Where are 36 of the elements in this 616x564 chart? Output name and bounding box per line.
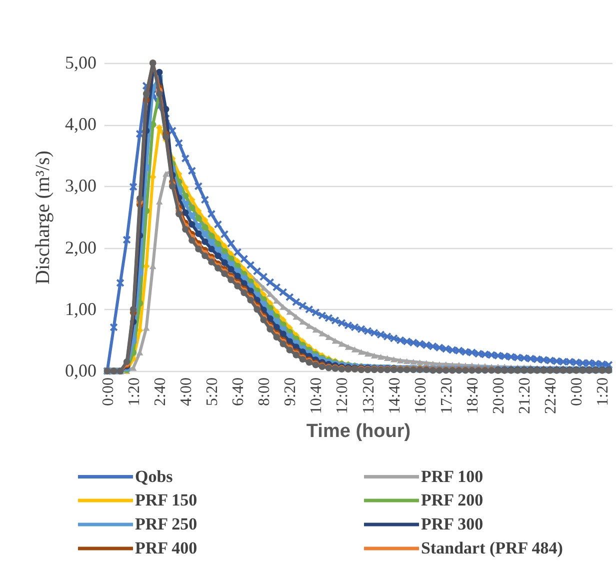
x-tick-label: 18:40 — [464, 378, 482, 414]
x-tick-label: 2:40 — [152, 378, 169, 406]
y-tick-label: 0,00 — [65, 360, 96, 380]
y-axis-title: Discharge (m³/s) — [32, 150, 54, 284]
y-tick-label: 5,00 — [65, 52, 96, 72]
x-tick-label: 0:00 — [568, 378, 586, 406]
legend-label: PRF 100 — [421, 466, 484, 486]
x-tick-label: 21:20 — [516, 378, 534, 414]
x-tick-label: 14:40 — [386, 378, 404, 414]
x-axis-title: Time (hour) — [306, 420, 411, 442]
y-tick-label: 1,00 — [65, 298, 96, 319]
legend-label: PRF 200 — [421, 490, 484, 510]
y-tick-label: 3,00 — [65, 176, 96, 196]
legend-label: Standart (PRF 484) — [421, 538, 563, 558]
x-tick-label: 4:00 — [178, 378, 195, 406]
x-tick-label: 17:20 — [438, 378, 456, 414]
legend-label: PRF 400 — [135, 538, 198, 558]
x-tick-label: 9:20 — [282, 378, 300, 406]
x-tick-label: 1:20 — [126, 378, 143, 406]
x-tick-label: 12:00 — [334, 378, 352, 414]
x-tick-label: 16:00 — [412, 378, 430, 414]
x-tick-label: 5:20 — [204, 378, 221, 406]
legend-label: PRF 150 — [135, 490, 198, 510]
x-tick-label: 20:00 — [490, 378, 508, 414]
legend-label: PRF 250 — [135, 514, 198, 534]
x-tick-label: 13:20 — [360, 378, 378, 414]
y-tick-label: 2,00 — [65, 237, 96, 258]
x-tick-label: 22:40 — [542, 378, 560, 414]
x-tick-label: 0:00 — [100, 378, 117, 406]
legend-label: PRF 300 — [421, 514, 484, 534]
x-tick-label: 8:00 — [256, 378, 274, 406]
y-tick-label: 4,00 — [65, 114, 96, 134]
x-tick-label: 10:40 — [308, 378, 326, 414]
x-tick-label: 1:20 — [594, 378, 612, 406]
x-tick-label: 6:40 — [230, 378, 248, 406]
legend-label: Qobs — [135, 466, 174, 486]
